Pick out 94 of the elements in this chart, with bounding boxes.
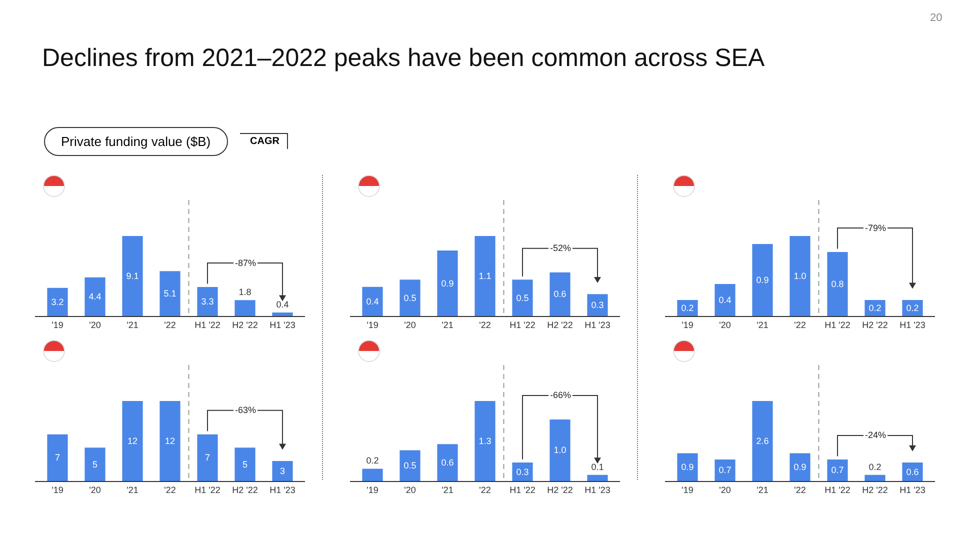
x-tick-label: '19 — [52, 484, 64, 495]
x-tick-label: '21 — [442, 320, 454, 330]
data-label: 12 — [127, 436, 138, 446]
x-tick-label: H2 '22 — [232, 484, 258, 495]
data-label: 0.8 — [831, 279, 844, 289]
data-label: 0.5 — [404, 460, 416, 471]
data-label: 0.9 — [441, 278, 454, 288]
data-label: 0.4 — [276, 299, 289, 310]
data-label: 3 — [280, 466, 286, 476]
x-tick-label: '20 — [404, 484, 416, 495]
data-label: 5 — [92, 459, 98, 470]
x-tick-label: '22 — [479, 320, 491, 330]
text: CAGR — [240, 133, 288, 149]
data-label: 0.5 — [516, 292, 529, 303]
x-tick-label: '21 — [126, 320, 138, 330]
data-label: 0.3 — [591, 300, 604, 310]
data-label: 7 — [54, 452, 60, 463]
data-label: 0.9 — [794, 462, 806, 472]
data-label: 0.4 — [718, 295, 732, 305]
x-tick-label: '20 — [719, 484, 731, 495]
text: Declines from 2021–2022 peaks have been common across SEA — [42, 44, 765, 73]
data-label: 0.3 — [516, 466, 529, 477]
text: -66% — [550, 390, 572, 400]
x-tick-label: '20 — [89, 484, 101, 495]
x-tick-label: '19 — [366, 484, 378, 495]
x-tick-label: '20 — [404, 320, 416, 330]
x-tick-label: '22 — [794, 484, 806, 495]
x-tick-label: H1 '23 — [584, 484, 610, 495]
data-label: 0.2 — [906, 303, 919, 313]
data-label: 3.3 — [201, 296, 214, 306]
x-tick-label: H1 '22 — [824, 320, 850, 330]
x-tick-label: '21 — [756, 484, 768, 495]
x-tick-label: '21 — [442, 484, 454, 495]
data-label: 0.6 — [554, 289, 566, 300]
data-label: 9.1 — [126, 271, 139, 281]
annotation: -63% — [235, 405, 256, 415]
x-tick-label: H1 '23 — [900, 320, 926, 330]
x-tick-label: H1 '23 — [900, 484, 926, 495]
data-label: 0.1 — [591, 462, 604, 472]
x-tick-label: '19 — [682, 484, 694, 495]
x-tick-label: '19 — [52, 320, 64, 330]
data-label: 3.2 — [51, 296, 64, 307]
x-tick-label: H2 '22 — [862, 484, 888, 495]
text: -79% — [865, 223, 886, 233]
data-label: 1.8 — [238, 287, 252, 298]
x-tick-label: '22 — [794, 320, 806, 330]
data-label: 1.1 — [478, 271, 492, 281]
data-label: 0.2 — [868, 303, 882, 313]
x-tick-label: H2 '22 — [547, 320, 573, 330]
data-label: 5 — [242, 459, 248, 470]
x-tick-label: H1 '22 — [510, 484, 536, 495]
x-tick-label: H1 '23 — [270, 320, 296, 330]
data-label: 0.5 — [404, 292, 416, 303]
x-tick-label: '22 — [164, 484, 176, 495]
data-label: 0.2 — [681, 303, 694, 313]
x-tick-label: '19 — [366, 320, 378, 330]
x-tick-label: '19 — [682, 320, 694, 330]
data-label: 2.6 — [756, 436, 769, 446]
x-tick-label: H1 '22 — [194, 320, 220, 330]
x-tick-label: H2 '22 — [862, 320, 888, 330]
x-tick-label: '22 — [164, 320, 176, 330]
x-tick-label: '22 — [479, 484, 491, 495]
data-label: 0.2 — [366, 456, 379, 466]
x-tick-label: '21 — [756, 320, 768, 330]
x-tick-label: H1 '22 — [824, 484, 850, 495]
data-label: 0.7 — [718, 465, 732, 476]
x-tick-label: '20 — [719, 320, 731, 330]
x-tick-label: H2 '22 — [547, 484, 573, 495]
data-label: 4.4 — [88, 292, 102, 302]
annotation: -87% — [235, 258, 256, 268]
data-label: 0.6 — [441, 458, 454, 468]
data-label: 12 — [164, 436, 176, 446]
data-label: 0.2 — [868, 462, 882, 472]
x-tick-label: H1 '22 — [510, 320, 536, 330]
text: 20 — [930, 12, 942, 24]
data-label: 7 — [204, 452, 210, 463]
data-label: 1.0 — [554, 445, 566, 456]
data-label: 0.9 — [756, 275, 769, 285]
annotation: -24% — [865, 430, 886, 440]
data-label: 0.9 — [681, 462, 694, 472]
x-tick-label: H1 '22 — [194, 484, 220, 495]
data-label: 0.6 — [906, 466, 919, 477]
x-tick-label: H1 '23 — [584, 320, 610, 330]
x-tick-label: '20 — [89, 320, 101, 330]
annotation: -52% — [550, 243, 572, 253]
data-label: 0.7 — [831, 465, 844, 476]
data-label: 1.0 — [794, 271, 806, 281]
x-tick-label: H2 '22 — [232, 320, 258, 330]
x-tick-label: H1 '23 — [270, 484, 296, 495]
data-label: 5.1 — [164, 288, 176, 299]
data-label: 1.3 — [478, 436, 492, 446]
text: Private funding value ($B) — [44, 127, 228, 156]
x-tick-label: '21 — [126, 484, 138, 495]
data-label: 0.4 — [366, 296, 379, 306]
